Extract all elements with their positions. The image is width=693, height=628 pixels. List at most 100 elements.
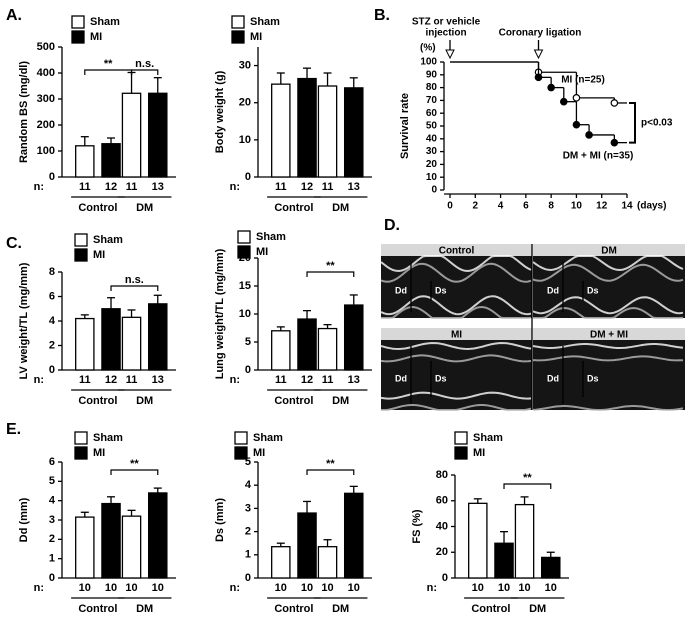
legend-swatch (234, 431, 248, 445)
bar (75, 317, 95, 371)
n-value: 11 (275, 181, 287, 193)
panel-label: C. (6, 235, 22, 252)
y-tick-label: 5 (245, 456, 251, 468)
significance-bracket (306, 469, 355, 475)
echo-image: MI Dd Ds (380, 328, 532, 411)
n-label: n: (427, 582, 437, 594)
panel-label: D. (384, 217, 400, 234)
bar (540, 556, 561, 579)
bar (147, 492, 168, 579)
bar (297, 77, 317, 178)
echo-header (533, 244, 685, 256)
group-label: DM (136, 202, 153, 214)
legend-swatch (234, 446, 248, 460)
y-axis-label: Random BS (mg/dl) (18, 61, 30, 163)
n-value: 10 (472, 582, 484, 594)
survival-marker (547, 83, 555, 92)
echo-label: Ds (587, 373, 599, 383)
x-unit: (days) (637, 201, 666, 212)
n-value: 10 (152, 582, 164, 594)
echo-trace (380, 341, 532, 351)
survival-marker (559, 97, 568, 106)
n-value: 12 (105, 181, 117, 193)
y-tick-label: 6 (49, 456, 55, 468)
y-tick-label: 0 (245, 364, 251, 376)
bar (514, 503, 535, 579)
x-tick-label: 12 (596, 201, 608, 212)
n-value: 10 (321, 582, 333, 594)
bar (317, 327, 338, 371)
n-value: 10 (275, 582, 287, 594)
y-tick-label: 90 (426, 69, 438, 80)
group-label: Control (78, 603, 117, 615)
y-tick-label: 0 (49, 171, 55, 183)
bar (297, 512, 317, 579)
annotation: STZ or vehicle (412, 17, 481, 28)
group-label: Control (471, 603, 510, 615)
y-tick-label: 0 (442, 572, 448, 584)
echo-trace (380, 255, 532, 273)
legend-swatch (237, 230, 251, 244)
significance-bracket (306, 271, 355, 277)
echo-trace (532, 263, 684, 282)
y-tick-label: 20 (426, 159, 438, 170)
legend-label: Sham (93, 234, 123, 246)
y-tick-label: 60 (426, 108, 438, 119)
annotation: injection (425, 28, 466, 39)
panel-label: E. (6, 421, 21, 438)
n-value: 11 (126, 374, 138, 386)
group-label: DM (332, 395, 349, 407)
bar (343, 492, 364, 579)
p-bracket (629, 101, 636, 144)
n-label: n: (34, 374, 44, 386)
group-label: DM (136, 603, 153, 615)
n-value: 10 (301, 582, 313, 594)
significance-bracket (503, 483, 552, 489)
echo-header (381, 244, 532, 256)
legend-swatch (231, 15, 245, 29)
legend-swatch (454, 446, 468, 460)
significance-label: ** (130, 458, 139, 470)
echo-trace (532, 343, 684, 349)
echo-trace (380, 391, 532, 400)
y-tick-label: 4 (49, 315, 56, 327)
y-tick-label: 0 (49, 572, 55, 584)
x-tick-label: 0 (447, 201, 453, 212)
legend-swatch (74, 431, 88, 445)
legend-swatch (454, 431, 468, 445)
legend-label: MI (90, 31, 102, 43)
annotation: Coronary ligation (499, 28, 582, 39)
significance-label: ** (326, 260, 335, 272)
y-tick-label: 80 (436, 469, 448, 481)
group-label: Control (78, 395, 117, 407)
p-value: p<0.03 (641, 117, 673, 128)
n-value: 10 (125, 582, 137, 594)
n-label: n: (34, 582, 44, 594)
y-tick-label: 0 (431, 185, 437, 196)
bar (271, 330, 291, 371)
y-tick-label: 2 (245, 526, 251, 538)
legend-label: MI (253, 447, 265, 459)
n-value: 11 (275, 374, 287, 386)
y-tick-label: 40 (426, 133, 438, 144)
n-value: 13 (152, 374, 164, 386)
bar (297, 318, 317, 371)
bar (75, 516, 95, 579)
n-value: 10 (348, 582, 360, 594)
echo-trace (532, 296, 684, 315)
legend-swatch (74, 233, 88, 247)
survival-marker (610, 99, 619, 107)
y-axis-label: Body weight (g) (214, 70, 226, 153)
group-label: Control (274, 395, 313, 407)
echo-label: Dd (547, 373, 559, 383)
bar (343, 87, 364, 178)
echo-label: Ds (435, 373, 447, 383)
n-label: n: (230, 582, 240, 594)
y-tick-label: 1 (245, 549, 251, 561)
y-tick-label: 80 (426, 82, 438, 93)
y-tick-label: 30 (239, 59, 251, 71)
y-tick-label: 10 (239, 134, 251, 146)
x-tick-label: 6 (523, 201, 529, 212)
n-value: 10 (518, 582, 530, 594)
